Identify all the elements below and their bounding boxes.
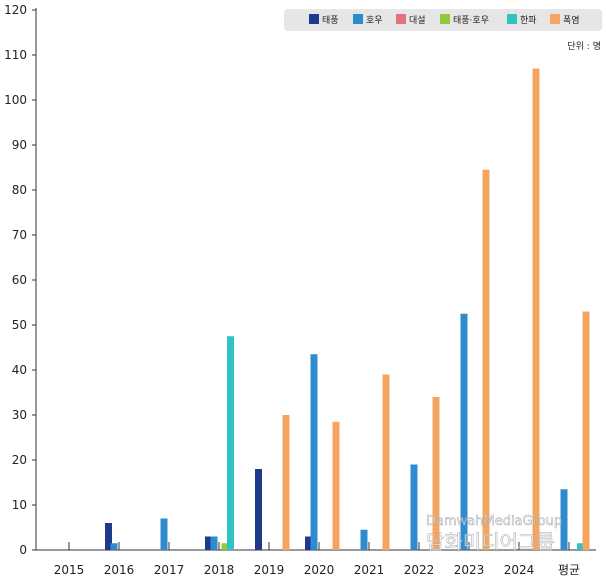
legend-swatch (507, 14, 517, 24)
bars (105, 68, 590, 550)
y-tick-label: 120 (4, 3, 27, 17)
y-tick-label: 60 (12, 273, 27, 287)
bar-폭염-2021 (382, 374, 390, 550)
legend-label: 태풍 (322, 15, 339, 26)
bar-폭염-2022 (432, 397, 440, 550)
bar-폭염-2024 (532, 68, 540, 550)
bar-호우-평균 (560, 489, 568, 550)
x-tick-label: 2022 (404, 563, 435, 576)
bar-한파-2018 (227, 336, 234, 550)
x-tick-label: 2019 (254, 563, 285, 576)
x-tick-label: 2024 (504, 563, 535, 576)
legend-label: 한파 (520, 15, 537, 26)
y-tick-label: 80 (12, 183, 27, 197)
bar-호우-2016 (110, 543, 118, 550)
legend-swatch (550, 14, 560, 24)
x-tick-label: 2020 (304, 563, 335, 576)
bar-태풍-2019 (255, 469, 262, 550)
bar-태풍-2020 (305, 536, 312, 550)
y-axis-ticks: 0 10 20 30 40 50 60 70 80 90 100 110 120 (4, 3, 36, 557)
legend-label: 태풍·호우 (453, 15, 489, 26)
bar-폭염-2019 (282, 415, 290, 550)
x-tick-label: 2018 (204, 563, 235, 576)
watermark-latin: DamwahMediaGroup (426, 514, 562, 529)
watermark: DamwahMediaGroup 담화미디어그룹 (426, 514, 563, 555)
bar-태풍-2016 (105, 523, 112, 550)
bar-폭염-2023 (482, 169, 490, 550)
y-tick-label: 110 (4, 48, 27, 62)
bar-호우-2017 (160, 518, 168, 550)
x-axis-ticks: 2015 2016 2017 2018 2019 2020 2021 2022 2023 2024… (54, 542, 580, 576)
y-tick-label: 50 (12, 318, 27, 332)
y-tick-label: 30 (12, 408, 27, 422)
bar-호우-2022 (410, 464, 418, 550)
y-tick-label: 100 (4, 93, 27, 107)
bar-태풍-2018 (205, 536, 212, 550)
bar-호우-2021 (360, 529, 368, 550)
watermark-korean: 담화미디어그룹 (426, 530, 555, 554)
y-tick-label: 20 (12, 453, 27, 467)
bar-한파-평균 (577, 543, 584, 550)
x-tick-label: 2016 (104, 563, 135, 576)
legend-swatch (396, 14, 406, 24)
bar-호우-2023 (460, 313, 468, 550)
bar-호우-2020 (310, 354, 318, 550)
bar-폭염-2020 (332, 421, 340, 550)
legend: 태풍 호우 대설 태풍·호우 한파 폭염 (284, 9, 602, 31)
bar-폭염-평균 (582, 311, 590, 550)
x-tick-label: 2015 (54, 563, 85, 576)
bar-태풍·호우-2018 (221, 543, 229, 550)
y-tick-label: 0 (19, 543, 27, 557)
x-tick-label: 2023 (454, 563, 485, 576)
y-tick-label: 90 (12, 138, 27, 152)
y-tick-label: 70 (12, 228, 27, 242)
y-tick-label: 10 (12, 498, 27, 512)
x-tick-label: 2021 (354, 563, 385, 576)
y-tick-label: 40 (12, 363, 27, 377)
legend-swatch (309, 14, 319, 24)
legend-swatch (353, 14, 363, 24)
legend-label: 대설 (409, 15, 426, 26)
unit-label: 단위 : 명 (567, 41, 601, 52)
legend-label: 호우 (366, 15, 383, 26)
bar-호우-2018 (210, 536, 218, 550)
x-tick-label: 평균 (558, 563, 580, 576)
legend-label: 폭염 (563, 15, 580, 26)
legend-swatch (440, 14, 450, 24)
x-tick-label: 2017 (154, 563, 185, 576)
